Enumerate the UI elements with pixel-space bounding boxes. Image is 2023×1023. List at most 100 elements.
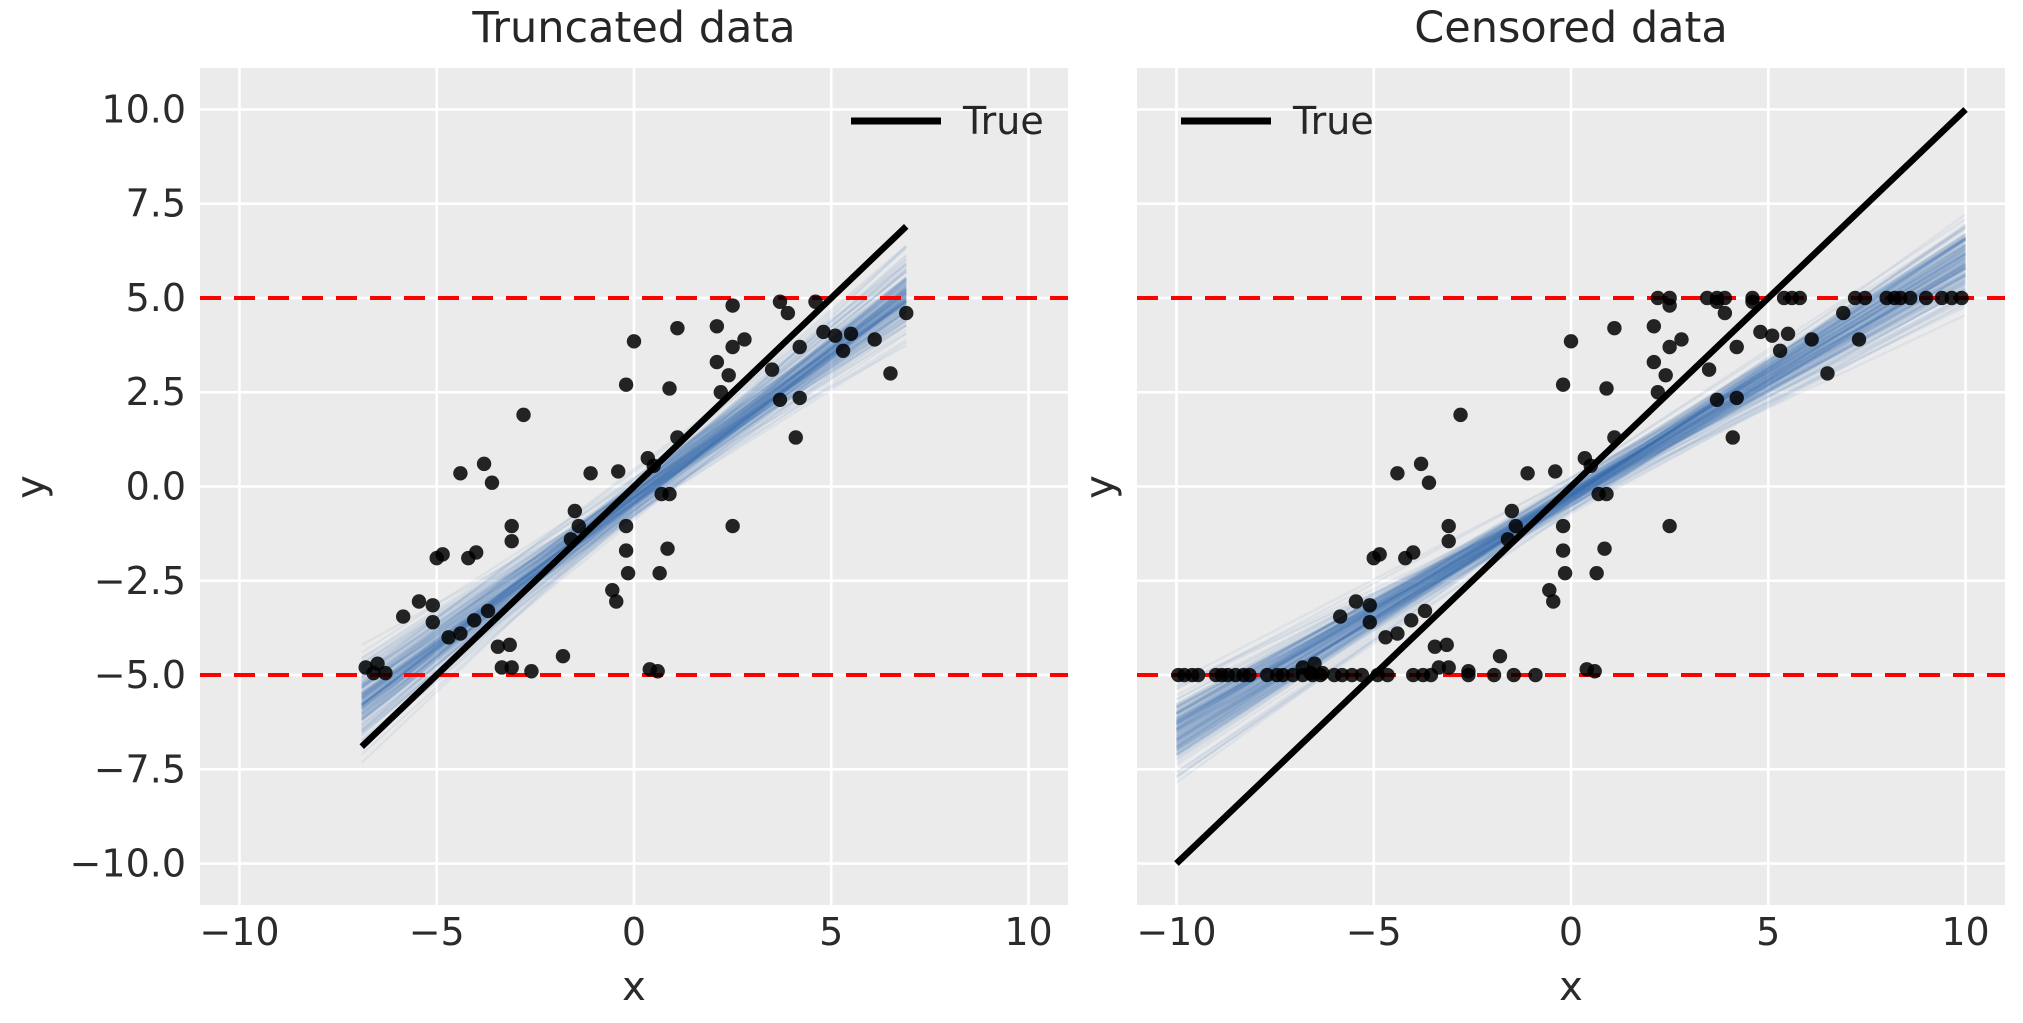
posterior-sample-line bbox=[1175, 251, 1967, 736]
posterior-sample-line bbox=[361, 309, 907, 693]
scatter-point bbox=[646, 458, 661, 473]
scatter-point bbox=[1504, 503, 1520, 519]
posterior-sample-line bbox=[1175, 287, 1967, 734]
scatter-point bbox=[618, 518, 634, 534]
posterior-sample-line bbox=[361, 307, 907, 676]
posterior-sample-line bbox=[1175, 295, 1967, 725]
scatter-point bbox=[480, 603, 496, 619]
posterior-sample-line bbox=[361, 268, 907, 675]
posterior-sample-line bbox=[361, 306, 907, 689]
posterior-sample-line bbox=[1175, 252, 1967, 730]
posterior-sample-line bbox=[1175, 277, 1967, 716]
posterior-sample-line bbox=[361, 297, 907, 716]
posterior-sample-line bbox=[1175, 314, 1967, 688]
scatter-point bbox=[1555, 518, 1571, 534]
posterior-sample-line bbox=[1175, 293, 1967, 723]
scatter-point bbox=[1583, 458, 1598, 473]
posterior-sample-line bbox=[1175, 266, 1967, 738]
posterior-sample-line bbox=[1175, 279, 1967, 732]
scatter-point bbox=[563, 532, 579, 547]
posterior-sample-line bbox=[1175, 253, 1967, 741]
posterior-sample-line bbox=[1175, 275, 1967, 710]
scatter-point bbox=[1417, 603, 1433, 619]
posterior-sample-line bbox=[1175, 288, 1967, 718]
scatter bbox=[1171, 290, 1969, 683]
posterior-sample-line bbox=[361, 295, 907, 698]
scatter-point bbox=[1500, 532, 1516, 547]
scatter-point bbox=[1772, 343, 1788, 358]
posterior-sample-line bbox=[1175, 269, 1967, 734]
posterior-sample-line bbox=[361, 290, 907, 700]
posterior-sample-line bbox=[1175, 249, 1967, 736]
scatter-point bbox=[1348, 594, 1364, 609]
x-tick-label: −5 bbox=[1346, 910, 1402, 954]
y-tick-label: 7.5 bbox=[126, 182, 186, 226]
posterior-sample-line bbox=[361, 278, 907, 722]
scatter-point bbox=[1295, 667, 1310, 683]
posterior-sample-line bbox=[1175, 273, 1967, 737]
scatter-point bbox=[1405, 545, 1421, 560]
posterior-sample-line bbox=[361, 300, 907, 695]
posterior-sample-line bbox=[1175, 213, 1967, 784]
posterior-sample-line bbox=[361, 286, 907, 699]
scatter-point bbox=[395, 609, 411, 624]
true-line bbox=[359, 224, 909, 749]
x-tick-labels: −10 −5 0 5 10 bbox=[1136, 910, 1989, 954]
scatter-point bbox=[583, 466, 598, 481]
posterior-sample-line bbox=[1175, 261, 1967, 740]
scatter-point bbox=[1599, 381, 1614, 396]
scatter-point bbox=[1546, 594, 1561, 609]
posterior-sample-line bbox=[1175, 218, 1967, 741]
scatter-point bbox=[524, 664, 539, 679]
posterior-sample-line bbox=[361, 292, 907, 719]
scatter-point bbox=[867, 332, 882, 347]
scatter-point bbox=[1380, 667, 1395, 683]
scatter-point bbox=[1370, 667, 1385, 683]
posterior-sample-line bbox=[361, 301, 907, 654]
scatter-point bbox=[1792, 290, 1808, 306]
subplot-censored: −10 −5 0 5 10 Censored data x y True bbox=[1077, 3, 2005, 1010]
posterior-sample-line bbox=[360, 247, 908, 738]
scatter-point bbox=[453, 466, 468, 481]
scatter-point bbox=[494, 660, 510, 675]
posterior-sample-line bbox=[1175, 281, 1967, 709]
posterior-sample-line bbox=[360, 263, 908, 722]
posterior-sample-line bbox=[1175, 284, 1967, 706]
posterior-sample-line bbox=[1175, 243, 1967, 744]
scatter-point bbox=[1934, 290, 1950, 306]
posterior-sample-line bbox=[361, 308, 907, 713]
posterior-sample-line bbox=[361, 299, 907, 696]
y-tick-label: −2.5 bbox=[94, 559, 186, 603]
posterior-sample-line bbox=[361, 288, 907, 670]
posterior-sample-line bbox=[361, 306, 907, 685]
posterior-sample-line bbox=[1175, 256, 1967, 738]
scatter-point bbox=[567, 503, 583, 519]
posterior-sample-line bbox=[360, 261, 908, 732]
scatter-point bbox=[484, 475, 500, 490]
scatter-point bbox=[662, 381, 677, 396]
scatter-point bbox=[1334, 667, 1350, 683]
legend: True bbox=[851, 99, 1044, 143]
scatter-point bbox=[1190, 667, 1206, 683]
posterior-sample-line bbox=[1175, 271, 1967, 722]
posterior-sample-line bbox=[1175, 246, 1967, 778]
scatter-point bbox=[1405, 667, 1421, 683]
scatter-point bbox=[1944, 290, 1959, 306]
scatter-point bbox=[1453, 407, 1468, 423]
scatter-point bbox=[816, 324, 831, 340]
posterior-sample-line bbox=[1175, 225, 1967, 779]
scatter-point bbox=[1851, 332, 1867, 347]
posterior-sample-line bbox=[361, 293, 907, 689]
posterior-sample-line bbox=[361, 299, 907, 689]
scatter-point bbox=[609, 594, 624, 609]
posterior-sample-line bbox=[361, 302, 907, 694]
y-tick-label: −10.0 bbox=[70, 842, 186, 886]
scatter-point bbox=[370, 656, 385, 671]
scatter-point bbox=[504, 533, 519, 549]
posterior-sample-line bbox=[1175, 282, 1967, 708]
posterior-sample-line bbox=[1175, 274, 1967, 726]
scatter-point bbox=[1423, 667, 1439, 683]
posterior-sample-line bbox=[360, 255, 908, 732]
posterior-sample-line bbox=[361, 316, 907, 689]
